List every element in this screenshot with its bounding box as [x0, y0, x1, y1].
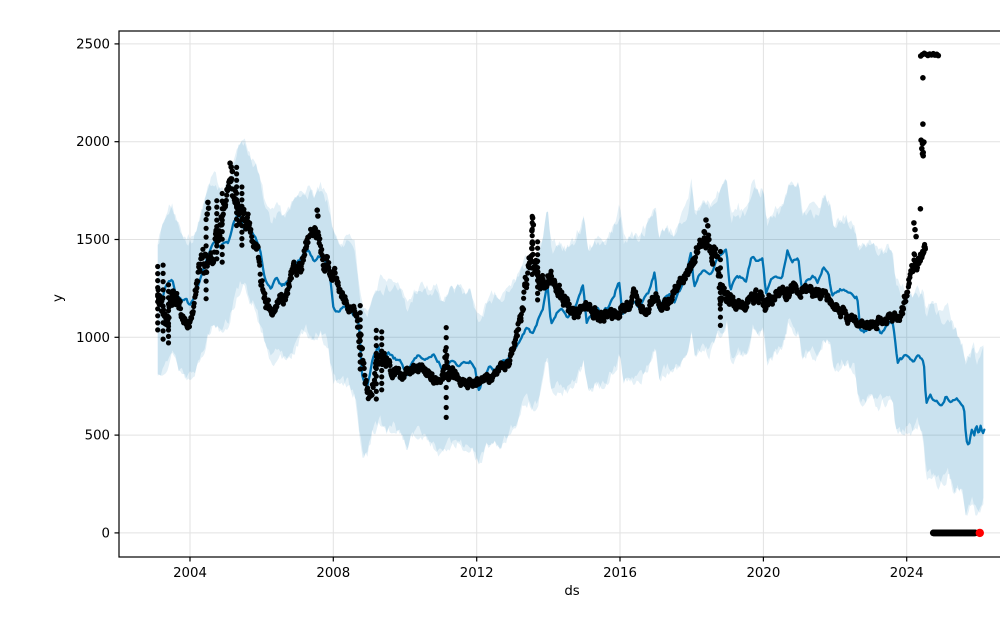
x-tick-label: 2016 [603, 566, 637, 581]
x-tick-label: 2004 [173, 566, 207, 581]
y-tick-label: 2000 [76, 135, 110, 150]
x-axis: 2004 2008 2012 2016 2020 2024 [173, 557, 924, 581]
y-tick-label: 500 [85, 429, 110, 444]
x-axis-label: ds [564, 584, 579, 599]
observed-points [155, 164, 929, 420]
x-tick-label: 2012 [460, 566, 494, 581]
future-zero-points [929, 529, 979, 537]
y-tick-label: 0 [102, 526, 110, 541]
x-tick-label: 2008 [316, 566, 350, 581]
plot-border [118, 30, 1000, 558]
prophet-forecast-figure: 2004 2008 2012 2016 2020 2024 0 500 1000 1500 200… [40, 16, 1000, 616]
y-axis: 0 500 1000 1500 2000 2500 [76, 37, 119, 541]
y-tick-label: 1500 [76, 233, 110, 248]
y-tick-label: 2500 [76, 37, 110, 52]
y-tick-label: 1000 [76, 331, 110, 346]
x-tick-label: 2024 [890, 566, 924, 581]
y-axis-label: y [51, 294, 66, 302]
uncertainty-band [157, 138, 984, 516]
outlier-points [204, 50, 942, 240]
last-observed-point [975, 528, 984, 538]
x-tick-label: 2020 [746, 566, 780, 581]
forecast-chart: 2004 2008 2012 2016 2020 2024 0 500 1000 1500 200… [51, 30, 1000, 599]
